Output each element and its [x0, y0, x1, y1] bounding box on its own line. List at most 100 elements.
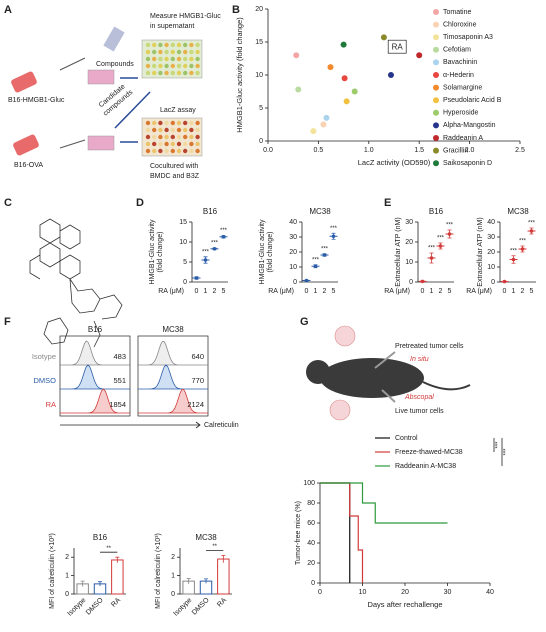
well — [189, 134, 194, 140]
point — [416, 52, 423, 59]
panel-label: G — [300, 316, 309, 328]
x-tick-label: Isotype — [172, 597, 193, 618]
legend-marker — [433, 9, 439, 15]
y-tick-label: 1 — [171, 572, 175, 579]
point — [313, 264, 318, 269]
well — [164, 56, 169, 62]
significance: *** — [312, 257, 320, 263]
well — [145, 120, 151, 126]
error-bar — [115, 556, 120, 563]
chart-title: MC38 — [507, 207, 529, 216]
well — [170, 148, 175, 154]
well — [152, 42, 157, 48]
well — [176, 56, 182, 62]
x-axis-label: LacZ activity (OD590) — [358, 158, 431, 167]
significance: ** — [212, 544, 217, 550]
x-tick-label: 40 — [486, 589, 494, 596]
y-axis-label: HMGB1-Gluc activity — [149, 219, 156, 284]
legend-label: Chloroxine — [443, 21, 477, 28]
error-bar — [186, 577, 191, 584]
y-tick-label: 40 — [487, 219, 495, 226]
well — [164, 148, 169, 154]
axis-line — [267, 9, 520, 142]
point — [447, 232, 452, 236]
x-tick-label: 2 — [439, 288, 443, 295]
well — [158, 49, 163, 55]
well — [189, 148, 194, 154]
well — [152, 63, 157, 69]
panel-label: F — [4, 316, 11, 328]
well — [145, 148, 151, 154]
y-tick-label: 5 — [259, 105, 263, 112]
well — [189, 141, 194, 147]
well — [164, 141, 169, 147]
significance: *** — [220, 228, 228, 234]
chart-title: B16 — [429, 207, 444, 216]
well — [158, 70, 163, 76]
bar — [217, 558, 230, 595]
point — [322, 253, 327, 257]
well — [145, 134, 151, 140]
well — [170, 42, 175, 48]
x-tick-label: 20 — [401, 589, 409, 596]
panel-title: MC38 — [162, 325, 184, 334]
mfi-value: 483 — [113, 352, 126, 361]
well — [183, 63, 188, 69]
well — [176, 63, 182, 69]
well — [183, 148, 188, 154]
point — [304, 278, 309, 283]
legend-label: Hyperoside — [443, 110, 479, 117]
legend-marker — [433, 21, 439, 28]
point — [327, 64, 334, 71]
panel-label: D — [136, 197, 144, 209]
significance: *** — [510, 248, 518, 254]
well — [195, 42, 200, 48]
row-label: RA — [46, 400, 56, 409]
label: LacZ assay — [160, 107, 196, 114]
y-tick-label: 80 — [307, 500, 315, 507]
y-axis-label: MFI of calreticulin (×10³) — [155, 533, 162, 609]
well — [195, 120, 200, 126]
legend-marker — [433, 59, 439, 66]
y-tick-label: 30 — [405, 219, 413, 226]
x-tick-label: Isotype — [66, 597, 87, 618]
point — [340, 41, 347, 48]
point — [203, 258, 208, 262]
well — [152, 120, 157, 126]
well — [195, 141, 200, 147]
x-tick-label: 0 — [305, 288, 309, 295]
well — [158, 134, 163, 140]
well — [176, 120, 182, 126]
significance: ** — [106, 546, 111, 552]
well — [170, 56, 175, 62]
legend-marker — [433, 72, 439, 78]
y-tick-label: 15 — [255, 39, 263, 46]
y-axis-label: Extracellular ATP (nM) — [395, 217, 402, 286]
y-tick-label: 20 — [289, 249, 297, 256]
panel-label: C — [4, 197, 12, 209]
significance: *** — [446, 223, 454, 229]
y-tick-label: 20 — [255, 6, 263, 13]
well — [189, 42, 194, 48]
well — [158, 127, 163, 133]
y-tick-label: 0 — [183, 279, 187, 286]
panel-title: B16 — [88, 325, 103, 334]
well — [145, 127, 151, 133]
mouse-diagram — [306, 325, 471, 421]
y-tick-label: 5 — [183, 259, 187, 266]
axis-line — [319, 483, 490, 584]
well — [195, 56, 200, 62]
y-tick-label: 20 — [307, 560, 315, 567]
y-axis-label: HMGB1-Gluc activity (fold change) — [235, 17, 244, 133]
x-tick-label: 1 — [204, 288, 208, 295]
well — [176, 70, 182, 76]
histogram — [138, 340, 208, 366]
point — [212, 247, 217, 251]
legend-label: Bavachinin — [443, 59, 477, 66]
well — [164, 127, 169, 133]
significance: *** — [504, 448, 510, 456]
annotation: RA — [392, 42, 404, 51]
well — [145, 42, 151, 48]
label: B16-OVA — [14, 162, 43, 169]
label: Measure HMGB1-Gluc — [150, 13, 221, 20]
